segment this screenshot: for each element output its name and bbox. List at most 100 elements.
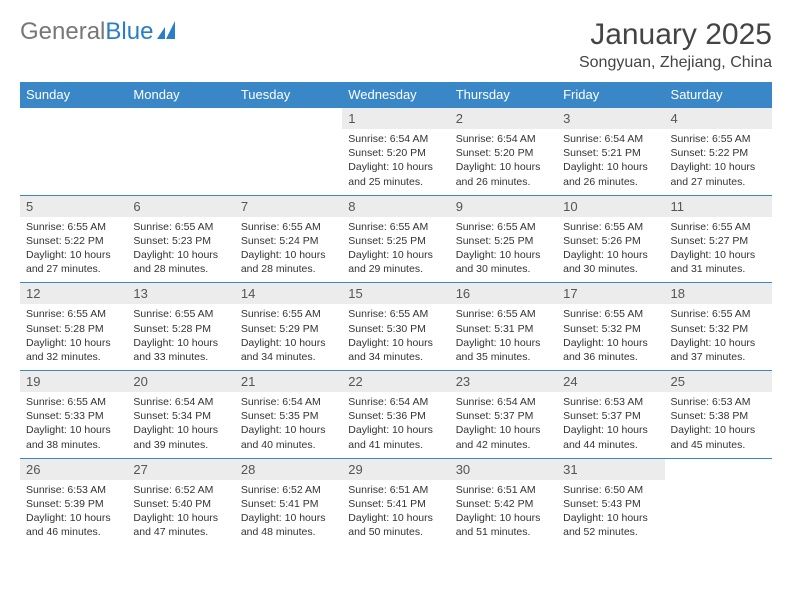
calendar-cell: 6Sunrise: 6:55 AMSunset: 5:23 PMDaylight…	[127, 195, 234, 283]
day-detail-line: Sunrise: 6:51 AM	[456, 483, 551, 497]
day-detail-line: Sunset: 5:26 PM	[563, 234, 658, 248]
day-detail-line: Sunrise: 6:54 AM	[456, 132, 551, 146]
calendar-cell: 25Sunrise: 6:53 AMSunset: 5:38 PMDayligh…	[665, 371, 772, 459]
day-details: Sunrise: 6:55 AMSunset: 5:32 PMDaylight:…	[665, 304, 772, 370]
day-detail-line: Sunrise: 6:52 AM	[241, 483, 336, 497]
day-detail-line: and 52 minutes.	[563, 525, 658, 539]
day-detail-line: Sunrise: 6:55 AM	[26, 220, 121, 234]
day-detail-line: Daylight: 10 hours	[671, 423, 766, 437]
day-details: Sunrise: 6:53 AMSunset: 5:38 PMDaylight:…	[665, 392, 772, 458]
day-detail-line: and 47 minutes.	[133, 525, 228, 539]
day-detail-line: Daylight: 10 hours	[241, 248, 336, 262]
day-number: 26	[20, 459, 127, 480]
calendar-cell: 21Sunrise: 6:54 AMSunset: 5:35 PMDayligh…	[235, 371, 342, 459]
day-detail-line: Sunrise: 6:53 AM	[671, 395, 766, 409]
location: Songyuan, Zhejiang, China	[579, 54, 772, 72]
day-detail-line: Daylight: 10 hours	[671, 160, 766, 174]
calendar-table: Sunday Monday Tuesday Wednesday Thursday…	[20, 82, 772, 545]
day-detail-line: Sunrise: 6:55 AM	[348, 220, 443, 234]
day-detail-line: Sunset: 5:24 PM	[241, 234, 336, 248]
day-detail-line: Daylight: 10 hours	[348, 248, 443, 262]
day-detail-line: and 29 minutes.	[348, 262, 443, 276]
day-detail-line: Daylight: 10 hours	[26, 423, 121, 437]
day-detail-line: Sunrise: 6:55 AM	[563, 307, 658, 321]
day-detail-line: Sunset: 5:39 PM	[26, 497, 121, 511]
calendar-cell: 11Sunrise: 6:55 AMSunset: 5:27 PMDayligh…	[665, 195, 772, 283]
day-details: Sunrise: 6:51 AMSunset: 5:42 PMDaylight:…	[450, 480, 557, 546]
day-number: 29	[342, 459, 449, 480]
day-number: 20	[127, 371, 234, 392]
day-header: Thursday	[450, 82, 557, 108]
logo-text-1: General	[20, 18, 105, 46]
day-detail-line: Sunset: 5:34 PM	[133, 409, 228, 423]
calendar-cell: 4Sunrise: 6:55 AMSunset: 5:22 PMDaylight…	[665, 108, 772, 196]
day-header: Sunday	[20, 82, 127, 108]
calendar-cell: 29Sunrise: 6:51 AMSunset: 5:41 PMDayligh…	[342, 458, 449, 545]
day-detail-line: Daylight: 10 hours	[348, 160, 443, 174]
day-number: 7	[235, 196, 342, 217]
title-block: January 2025 Songyuan, Zhejiang, China	[579, 18, 772, 72]
day-detail-line: Daylight: 10 hours	[456, 248, 551, 262]
day-number: 22	[342, 371, 449, 392]
day-details: Sunrise: 6:52 AMSunset: 5:41 PMDaylight:…	[235, 480, 342, 546]
day-header: Wednesday	[342, 82, 449, 108]
day-header: Tuesday	[235, 82, 342, 108]
day-detail-line: Daylight: 10 hours	[133, 248, 228, 262]
day-detail-line: Sunset: 5:40 PM	[133, 497, 228, 511]
day-detail-line: Daylight: 10 hours	[456, 511, 551, 525]
calendar-cell: 10Sunrise: 6:55 AMSunset: 5:26 PMDayligh…	[557, 195, 664, 283]
day-details: Sunrise: 6:55 AMSunset: 5:25 PMDaylight:…	[342, 217, 449, 283]
day-detail-line: Sunrise: 6:55 AM	[241, 307, 336, 321]
day-detail-line: Sunrise: 6:55 AM	[456, 220, 551, 234]
calendar-cell: 31Sunrise: 6:50 AMSunset: 5:43 PMDayligh…	[557, 458, 664, 545]
day-detail-line: Daylight: 10 hours	[133, 511, 228, 525]
day-detail-line: Sunset: 5:38 PM	[671, 409, 766, 423]
day-detail-line: Sunset: 5:25 PM	[348, 234, 443, 248]
day-number: 16	[450, 283, 557, 304]
logo-text-2: Blue	[105, 18, 153, 46]
day-number: 21	[235, 371, 342, 392]
day-detail-line: Daylight: 10 hours	[133, 423, 228, 437]
calendar-cell: 23Sunrise: 6:54 AMSunset: 5:37 PMDayligh…	[450, 371, 557, 459]
day-number: 19	[20, 371, 127, 392]
day-detail-line: and 51 minutes.	[456, 525, 551, 539]
day-number: 24	[557, 371, 664, 392]
day-detail-line: Sunrise: 6:52 AM	[133, 483, 228, 497]
calendar-cell: 16Sunrise: 6:55 AMSunset: 5:31 PMDayligh…	[450, 283, 557, 371]
day-detail-line: and 50 minutes.	[348, 525, 443, 539]
calendar-cell	[20, 108, 127, 196]
logo: GeneralBlue	[20, 18, 185, 46]
calendar-row: 1Sunrise: 6:54 AMSunset: 5:20 PMDaylight…	[20, 108, 772, 196]
calendar-cell: 17Sunrise: 6:55 AMSunset: 5:32 PMDayligh…	[557, 283, 664, 371]
day-header: Saturday	[665, 82, 772, 108]
day-number: 15	[342, 283, 449, 304]
day-header-row: Sunday Monday Tuesday Wednesday Thursday…	[20, 82, 772, 108]
day-detail-line: and 40 minutes.	[241, 438, 336, 452]
day-detail-line: and 36 minutes.	[563, 350, 658, 364]
day-number: 4	[665, 108, 772, 129]
calendar-row: 26Sunrise: 6:53 AMSunset: 5:39 PMDayligh…	[20, 458, 772, 545]
day-detail-line: Sunset: 5:28 PM	[133, 322, 228, 336]
day-number: 28	[235, 459, 342, 480]
month-title: January 2025	[579, 18, 772, 52]
day-detail-line: and 42 minutes.	[456, 438, 551, 452]
day-details: Sunrise: 6:55 AMSunset: 5:22 PMDaylight:…	[665, 129, 772, 195]
day-detail-line: Sunset: 5:41 PM	[241, 497, 336, 511]
calendar-cell: 3Sunrise: 6:54 AMSunset: 5:21 PMDaylight…	[557, 108, 664, 196]
day-number: 6	[127, 196, 234, 217]
day-number: 11	[665, 196, 772, 217]
calendar-row: 12Sunrise: 6:55 AMSunset: 5:28 PMDayligh…	[20, 283, 772, 371]
day-detail-line: and 26 minutes.	[456, 175, 551, 189]
day-details: Sunrise: 6:54 AMSunset: 5:35 PMDaylight:…	[235, 392, 342, 458]
day-number: 17	[557, 283, 664, 304]
day-detail-line: and 33 minutes.	[133, 350, 228, 364]
day-details: Sunrise: 6:55 AMSunset: 5:29 PMDaylight:…	[235, 304, 342, 370]
calendar-cell: 20Sunrise: 6:54 AMSunset: 5:34 PMDayligh…	[127, 371, 234, 459]
day-detail-line: and 26 minutes.	[563, 175, 658, 189]
day-detail-line: Sunrise: 6:55 AM	[456, 307, 551, 321]
day-detail-line: Daylight: 10 hours	[241, 336, 336, 350]
day-detail-line: Daylight: 10 hours	[26, 511, 121, 525]
day-details: Sunrise: 6:52 AMSunset: 5:40 PMDaylight:…	[127, 480, 234, 546]
day-detail-line: and 48 minutes.	[241, 525, 336, 539]
day-detail-line: Daylight: 10 hours	[26, 336, 121, 350]
